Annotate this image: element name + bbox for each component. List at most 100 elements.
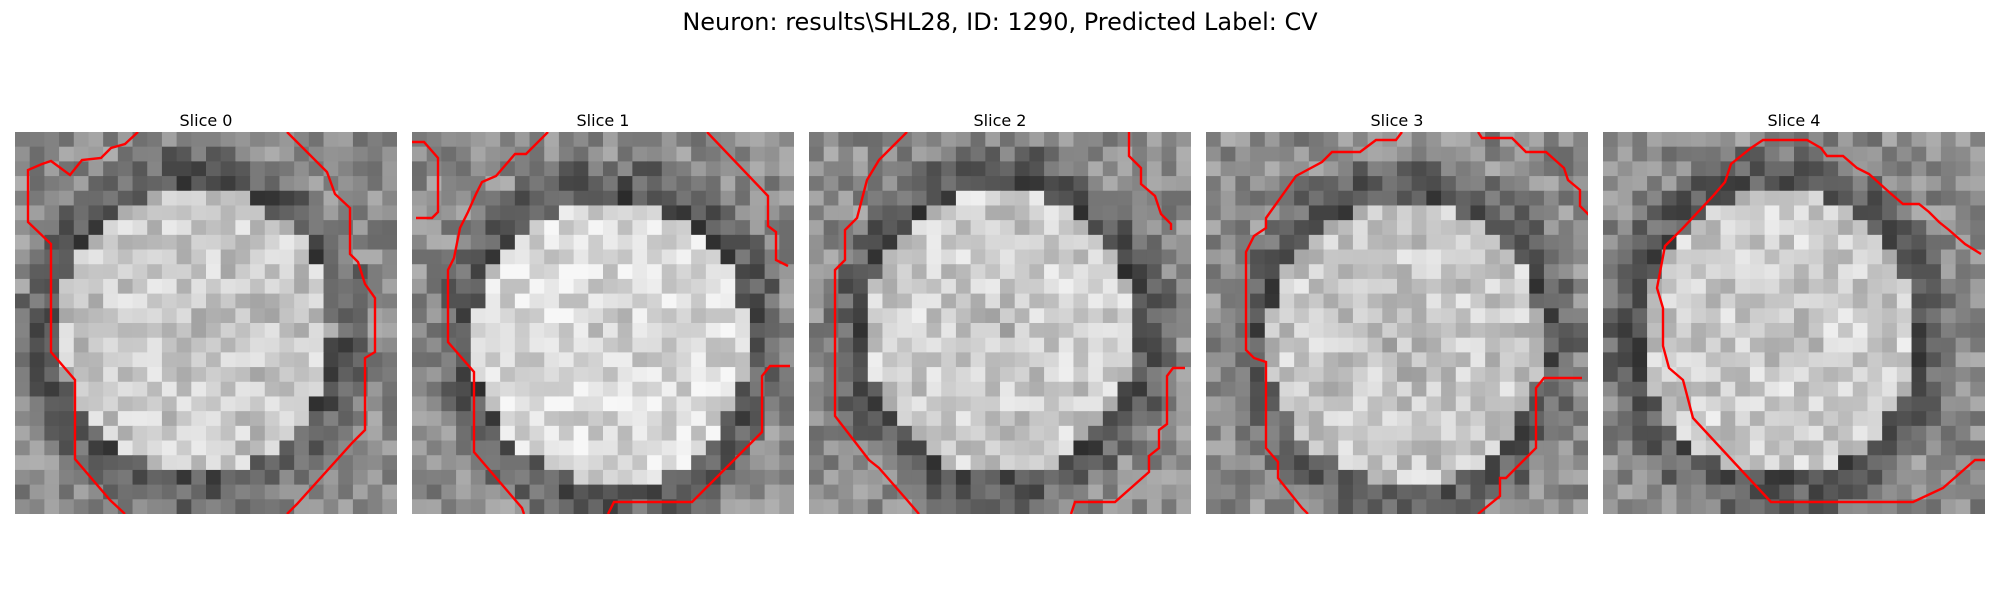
image-pixel [514,337,531,353]
image-pixel [88,411,104,427]
image-pixel [926,234,942,251]
image-pixel [1867,455,1883,471]
image-pixel [1044,411,1060,427]
image-pixel [235,499,251,514]
image-pixel [294,161,310,177]
image-pixel [838,176,854,192]
image-pixel [1955,381,1971,398]
image-pixel [367,234,383,251]
image-pixel [735,190,751,207]
image-pixel [676,234,692,251]
image-pixel [1426,161,1442,177]
image-pixel [1294,293,1310,309]
image-pixel [1852,234,1869,251]
image-pixel [764,337,780,353]
image-pixel [1720,425,1736,442]
image-pixel [558,337,575,353]
image-pixel [1294,484,1310,500]
image-pixel [1764,220,1780,236]
image-pixel [1250,425,1266,442]
image-pixel [897,440,913,456]
image-pixel [558,190,575,207]
image-pixel [1367,146,1383,162]
image-pixel [1882,484,1898,500]
image-pixel [1176,484,1191,500]
image-pixel [367,425,383,442]
image-pixel [1161,176,1177,192]
image-pixel [470,293,487,309]
image-pixel [59,146,75,162]
image-pixel [1470,308,1486,324]
image-pixel [1426,323,1442,339]
image-pixel [1279,411,1295,427]
image-pixel [882,455,898,471]
image-pixel [867,352,884,368]
image-pixel [161,440,178,456]
image-pixel [132,440,148,456]
image-pixel [1352,440,1369,456]
image-pixel [1661,484,1678,500]
image-pixel [412,234,428,251]
image-pixel [1485,499,1501,514]
image-pixel [279,469,295,486]
image-pixel [853,469,869,486]
image-pixel [1029,161,1045,177]
image-pixel [1911,352,1927,368]
image-pixel [1132,190,1148,207]
image-pixel [1603,411,1619,427]
image-pixel [73,440,90,456]
image-pixel [1294,161,1310,177]
image-pixel [176,220,192,236]
image-pixel [1617,396,1633,412]
image-pixel [206,440,222,456]
image-pixel [749,234,766,251]
image-pixel [352,484,369,500]
image-pixel [1940,293,1957,309]
image-pixel [720,190,736,207]
image-pixel [955,264,972,280]
image-pixel [1220,352,1236,368]
image-pixel [617,455,633,471]
image-pixel [1441,264,1457,280]
image-pixel [147,220,163,236]
image-pixel [1632,469,1648,486]
image-pixel [147,411,163,427]
image-pixel [823,293,839,309]
image-pixel [1426,293,1442,309]
image-pixel [1146,323,1163,339]
image-pixel [1235,176,1251,192]
image-pixel [1955,396,1971,412]
image-pixel [1161,190,1177,207]
image-pixel [897,220,913,236]
image-pixel [617,381,633,398]
image-pixel [308,396,325,412]
image-pixel [691,264,707,280]
image-pixel [1176,499,1191,514]
image-pixel [441,234,457,251]
image-pixel [1235,264,1251,280]
image-pixel [1940,132,1957,148]
image-pixel [132,176,148,192]
image-pixel [764,132,780,148]
image-pixel [15,220,31,236]
image-pixel [779,146,794,162]
image-pixel [1441,440,1457,456]
image-pixel [1647,146,1663,162]
image-pixel [88,352,104,368]
image-pixel [661,411,678,427]
image-pixel [1647,367,1663,383]
image-pixel [382,132,397,148]
image-pixel [764,278,780,295]
image-pixel [1779,293,1795,309]
image-pixel [1000,323,1016,339]
image-pixel [867,367,884,383]
image-pixel [1455,469,1472,486]
image-pixel [1161,293,1177,309]
image-pixel [970,132,986,148]
image-pixel [1735,425,1751,442]
image-pixel [705,440,722,456]
image-pixel [1044,220,1060,236]
image-pixel [1499,234,1516,251]
image-pixel [1617,323,1633,339]
image-pixel [1279,499,1295,514]
